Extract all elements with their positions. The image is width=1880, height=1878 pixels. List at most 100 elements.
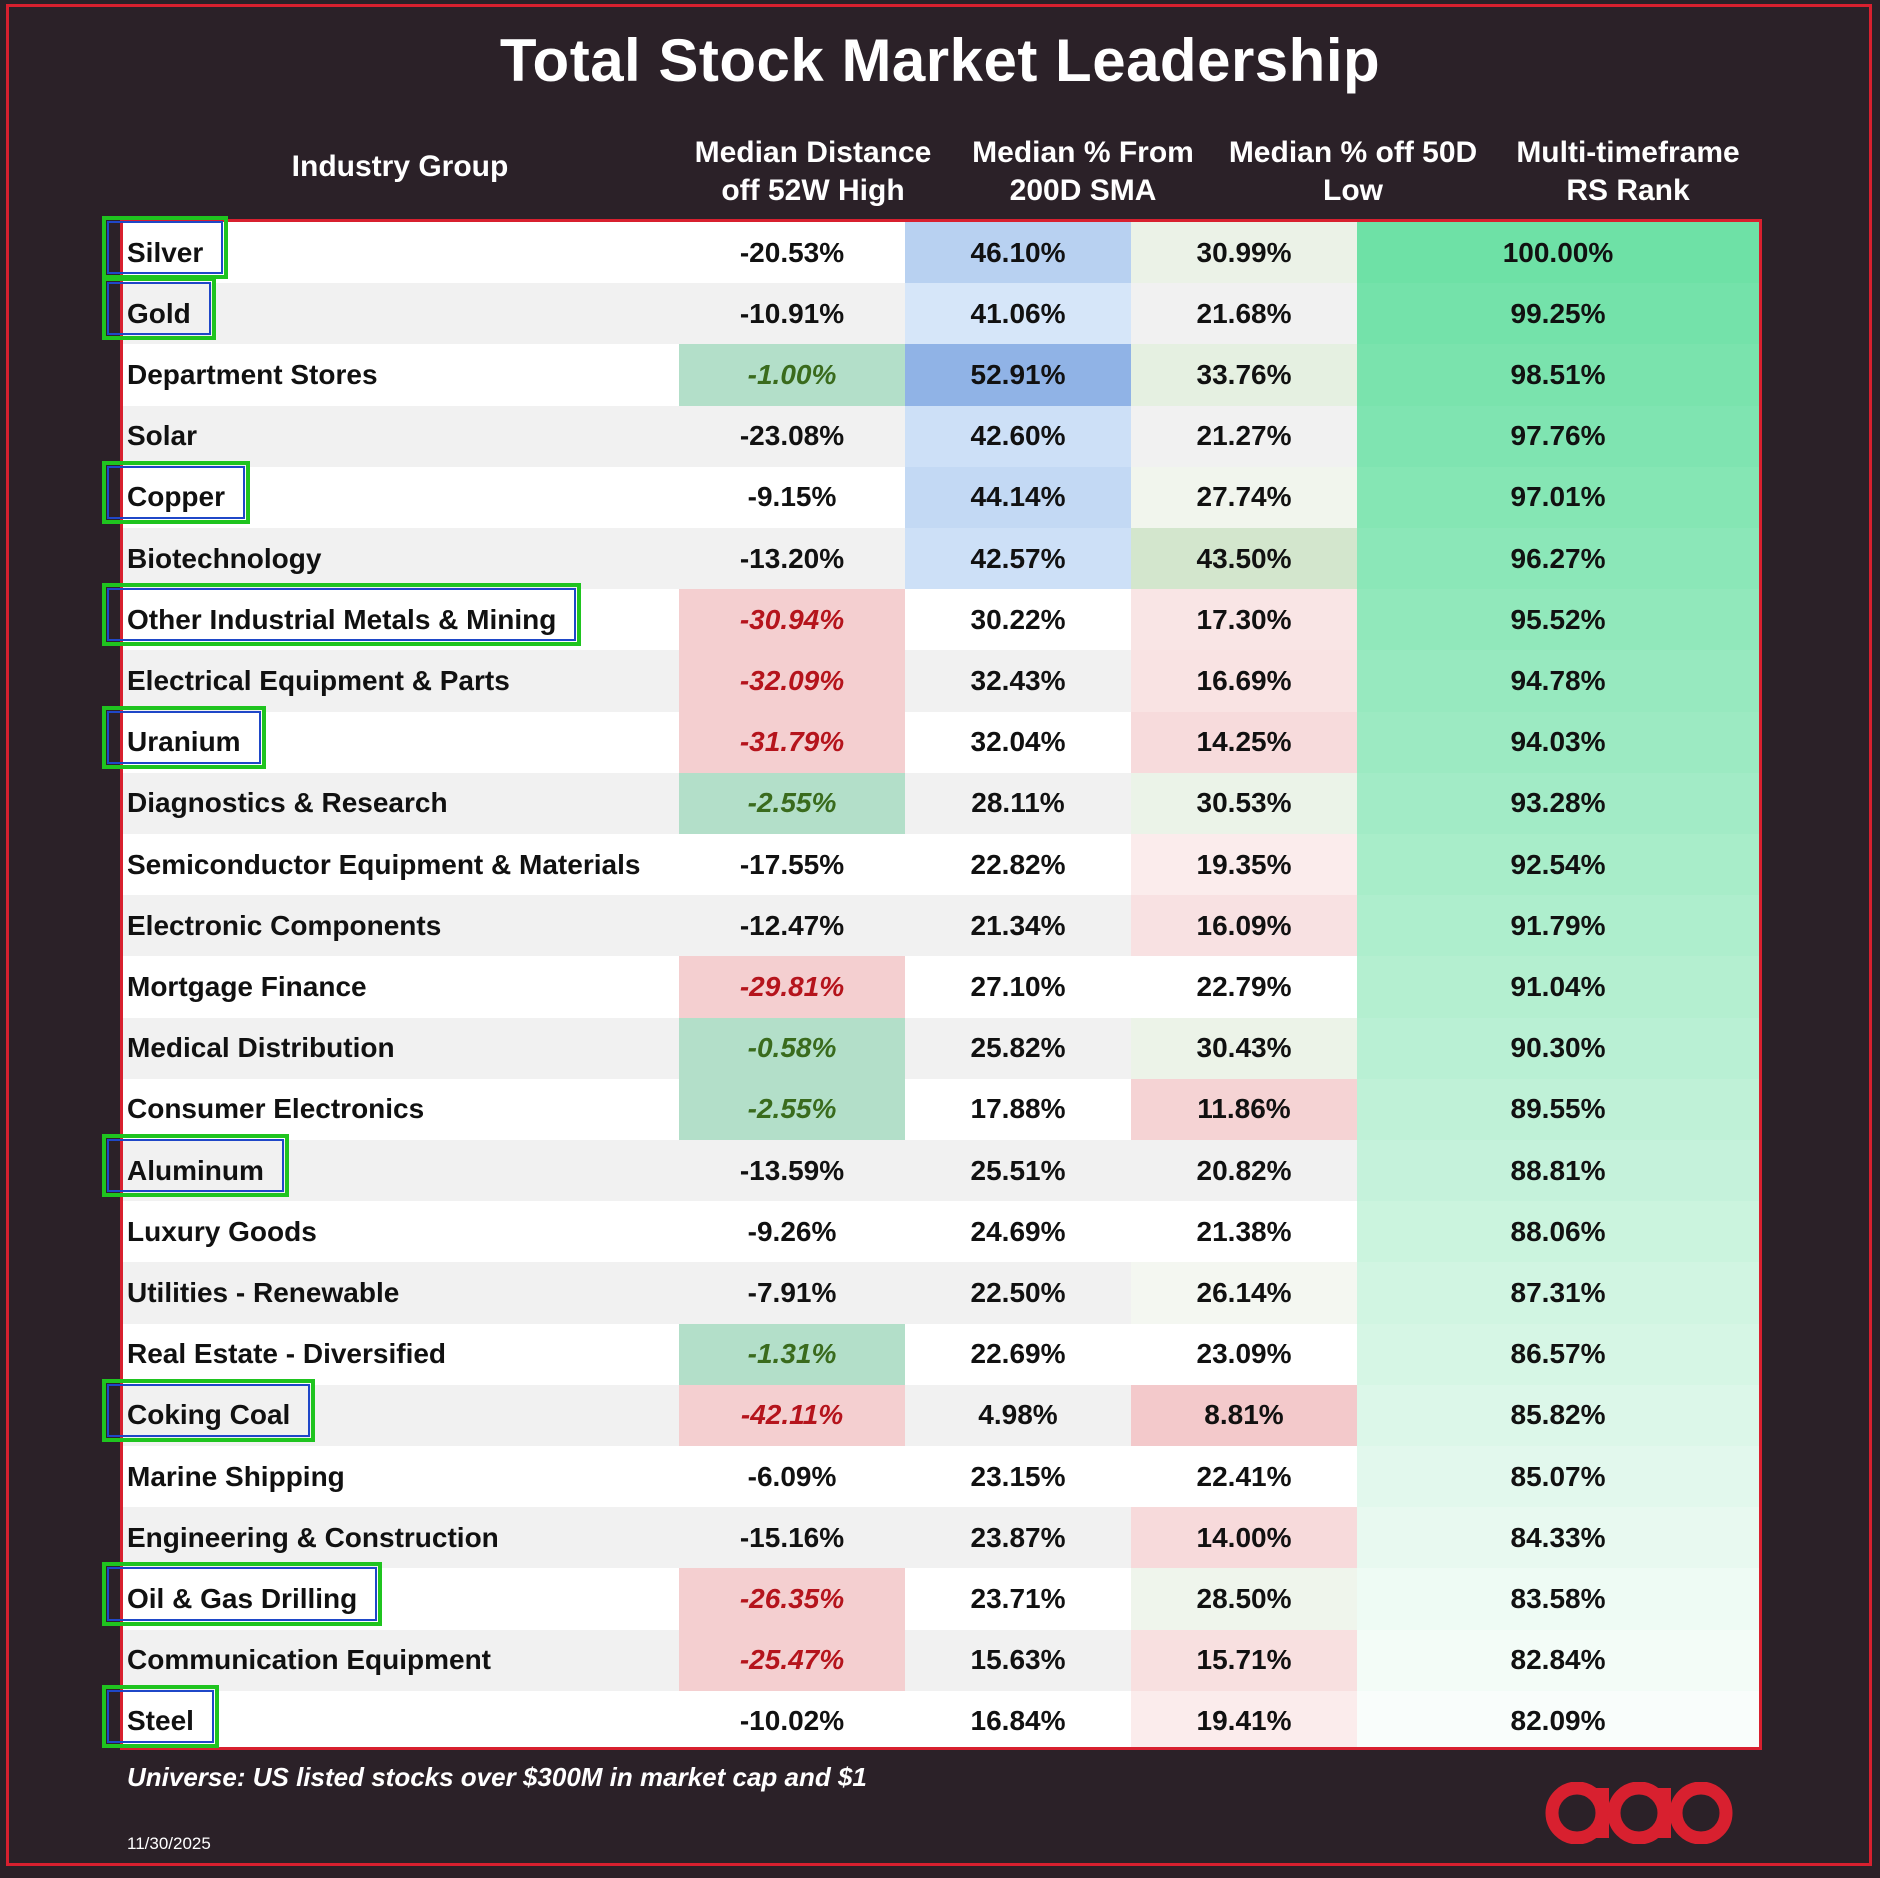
from-200d-sma-cell: 32.04%: [970, 726, 1066, 758]
industry-group-cell: Luxury Goods: [127, 1215, 317, 1247]
table-row: Uranium -31.79% 32.04% 14.25% 94.03%: [123, 711, 1759, 773]
distance-52w-high-cell: -9.26%: [747, 1215, 837, 1247]
distance-52w-high-cell: -31.79%: [679, 711, 905, 773]
rs-rank-cell: 94.78%: [1357, 650, 1759, 712]
rs-rank-cell: 97.01%: [1357, 466, 1759, 528]
rs-rank-cell: 88.81%: [1357, 1140, 1759, 1202]
header-50d-low-line2: Low: [1323, 174, 1383, 207]
off-50d-low-cell: 11.86%: [1131, 1078, 1357, 1140]
rs-rank-cell: 88.06%: [1357, 1201, 1759, 1263]
off-50d-low-cell: 30.99%: [1131, 222, 1357, 284]
rs-rank-cell: 92.54%: [1357, 834, 1759, 896]
highlight-box: [102, 1684, 219, 1748]
table-row: Utilities - Renewable -7.91% 22.50% 26.14% 8…: [123, 1262, 1759, 1324]
highlight-box: [102, 705, 266, 769]
rs-rank-cell: 83.58%: [1357, 1568, 1759, 1630]
from-200d-sma-cell: 17.88%: [970, 1093, 1066, 1125]
off-50d-low-cell: 20.82%: [1196, 1154, 1292, 1186]
table-row: Engineering & Construction -15.16% 23.87% 1…: [123, 1507, 1759, 1569]
rs-rank-cell: 95.52%: [1357, 589, 1759, 651]
industry-group-cell: Real Estate - Diversified: [127, 1338, 447, 1370]
industry-group-cell: Uranium: [127, 726, 241, 758]
table-row: Steel -10.02% 16.84% 19.41% 82.09%: [123, 1690, 1759, 1747]
distance-52w-high-cell: -6.09%: [747, 1460, 837, 1492]
table-row: Copper -9.15% 44.14% 27.74% 97.01%: [123, 466, 1759, 528]
industry-group-cell: Copper: [127, 481, 225, 513]
header-rs-rank-line1: Multi-timeframe: [1516, 136, 1740, 169]
rs-rank-cell: 82.09%: [1357, 1690, 1759, 1747]
distance-52w-high-cell: -9.15%: [747, 481, 837, 513]
off-50d-low-cell: 19.35%: [1131, 834, 1357, 896]
off-50d-low-cell: 14.25%: [1131, 711, 1357, 773]
header-rs-rank-line2: RS Rank: [1566, 174, 1690, 207]
distance-52w-high-cell: -17.55%: [739, 848, 845, 880]
off-50d-low-cell: 14.00%: [1131, 1507, 1357, 1569]
from-200d-sma-cell: 21.34%: [970, 909, 1066, 941]
off-50d-low-cell: 21.68%: [1196, 297, 1292, 329]
rs-rank-cell: 100.00%: [1357, 222, 1759, 284]
from-200d-sma-cell: 22.50%: [970, 1276, 1066, 1308]
rs-rank-cell: 91.04%: [1357, 956, 1759, 1018]
table-row: Mortgage Finance -29.81% 27.10% 22.79% 91.04…: [123, 956, 1759, 1018]
rs-rank-cell: 87.31%: [1357, 1262, 1759, 1324]
from-200d-sma-cell: 16.84%: [970, 1705, 1066, 1737]
industry-group-cell: Solar: [127, 420, 198, 452]
off-50d-low-cell: 33.76%: [1131, 344, 1357, 406]
highlight-box: [102, 216, 229, 280]
table-row: Oil & Gas Drilling -26.35% 23.71% 28.50% 83.…: [123, 1568, 1759, 1630]
rs-rank-cell: 99.25%: [1357, 283, 1759, 345]
rs-rank-cell: 86.57%: [1357, 1323, 1759, 1385]
rs-rank-cell: 85.07%: [1357, 1446, 1759, 1508]
rs-rank-cell: 89.55%: [1357, 1078, 1759, 1140]
page-title: Total Stock Market Leadership: [499, 27, 1381, 94]
distance-52w-high-cell: -20.53%: [739, 236, 845, 268]
off-50d-low-cell: 28.50%: [1131, 1568, 1357, 1630]
from-200d-sma-cell: 15.63%: [970, 1644, 1066, 1676]
distance-52w-high-cell: -32.09%: [679, 650, 905, 712]
industry-group-cell: Gold: [127, 297, 191, 329]
universe-footnote: Universe: US listed stocks over $300M in…: [127, 1762, 867, 1792]
rs-rank-cell: 85.82%: [1357, 1384, 1759, 1446]
table-row: Consumer Electronics -2.55% 17.88% 11.86% 89…: [123, 1078, 1759, 1140]
off-50d-low-cell: 19.41%: [1131, 1690, 1357, 1747]
table-row: Electronic Components -12.47% 21.34% 16.09%…: [123, 895, 1759, 957]
rs-rank-cell: 93.28%: [1357, 772, 1759, 834]
rs-rank-cell: 97.76%: [1357, 405, 1759, 467]
industry-group-cell: Consumer Electronics: [127, 1093, 425, 1125]
highlight-box: [102, 277, 216, 341]
highlight-box: [102, 1562, 383, 1626]
from-200d-sma-cell: 23.87%: [970, 1521, 1066, 1553]
industry-group-cell: Electrical Equipment & Parts: [127, 664, 510, 696]
table-row: Diagnostics & Research -2.55% 28.11% 30.53%…: [123, 772, 1759, 834]
table-row: Communication Equipment -25.47% 15.63% 15.7…: [123, 1629, 1759, 1691]
from-200d-sma-cell: 41.06%: [905, 283, 1131, 345]
off-50d-low-cell: 22.79%: [1196, 970, 1292, 1002]
rs-rank-cell: 98.51%: [1357, 344, 1759, 406]
industry-group-cell: Coking Coal: [127, 1399, 291, 1431]
industry-group-cell: Communication Equipment: [127, 1644, 491, 1676]
industry-group-cell: Engineering & Construction: [127, 1521, 499, 1553]
distance-52w-high-cell: -1.00%: [679, 344, 905, 406]
off-50d-low-cell: 22.41%: [1196, 1460, 1292, 1492]
industry-group-cell: Medical Distribution: [127, 1032, 395, 1064]
distance-52w-high-cell: -12.47%: [739, 909, 845, 941]
brand-logo: [1545, 1782, 1733, 1844]
header-50d-low: Median % off 50D Low: [1208, 134, 1498, 210]
header-52w-high-line1: Median Distance: [694, 136, 932, 169]
from-200d-sma-cell: 23.15%: [970, 1460, 1066, 1492]
from-200d-sma-cell: 52.91%: [905, 344, 1131, 406]
from-200d-sma-cell: 42.60%: [905, 405, 1131, 467]
from-200d-sma-cell: 30.22%: [970, 603, 1066, 635]
industry-group-cell: Utilities - Renewable: [127, 1276, 400, 1308]
industry-group-cell: Other Industrial Metals & Mining: [127, 603, 557, 635]
header-52w-high-line2: off 52W High: [721, 174, 905, 207]
distance-52w-high-cell: -2.55%: [679, 772, 905, 834]
header-200d-sma: Median % From 200D SMA: [948, 134, 1218, 210]
distance-52w-high-cell: -26.35%: [679, 1568, 905, 1630]
distance-52w-high-cell: -10.91%: [739, 297, 845, 329]
table-row: Gold -10.91% 41.06% 21.68% 99.25%: [123, 283, 1759, 345]
from-200d-sma-cell: 42.57%: [905, 528, 1131, 590]
table-row: Silver -20.53% 46.10% 30.99% 100.00%: [123, 222, 1759, 284]
off-50d-low-cell: 16.69%: [1131, 650, 1357, 712]
rs-rank-cell: 91.79%: [1357, 895, 1759, 957]
